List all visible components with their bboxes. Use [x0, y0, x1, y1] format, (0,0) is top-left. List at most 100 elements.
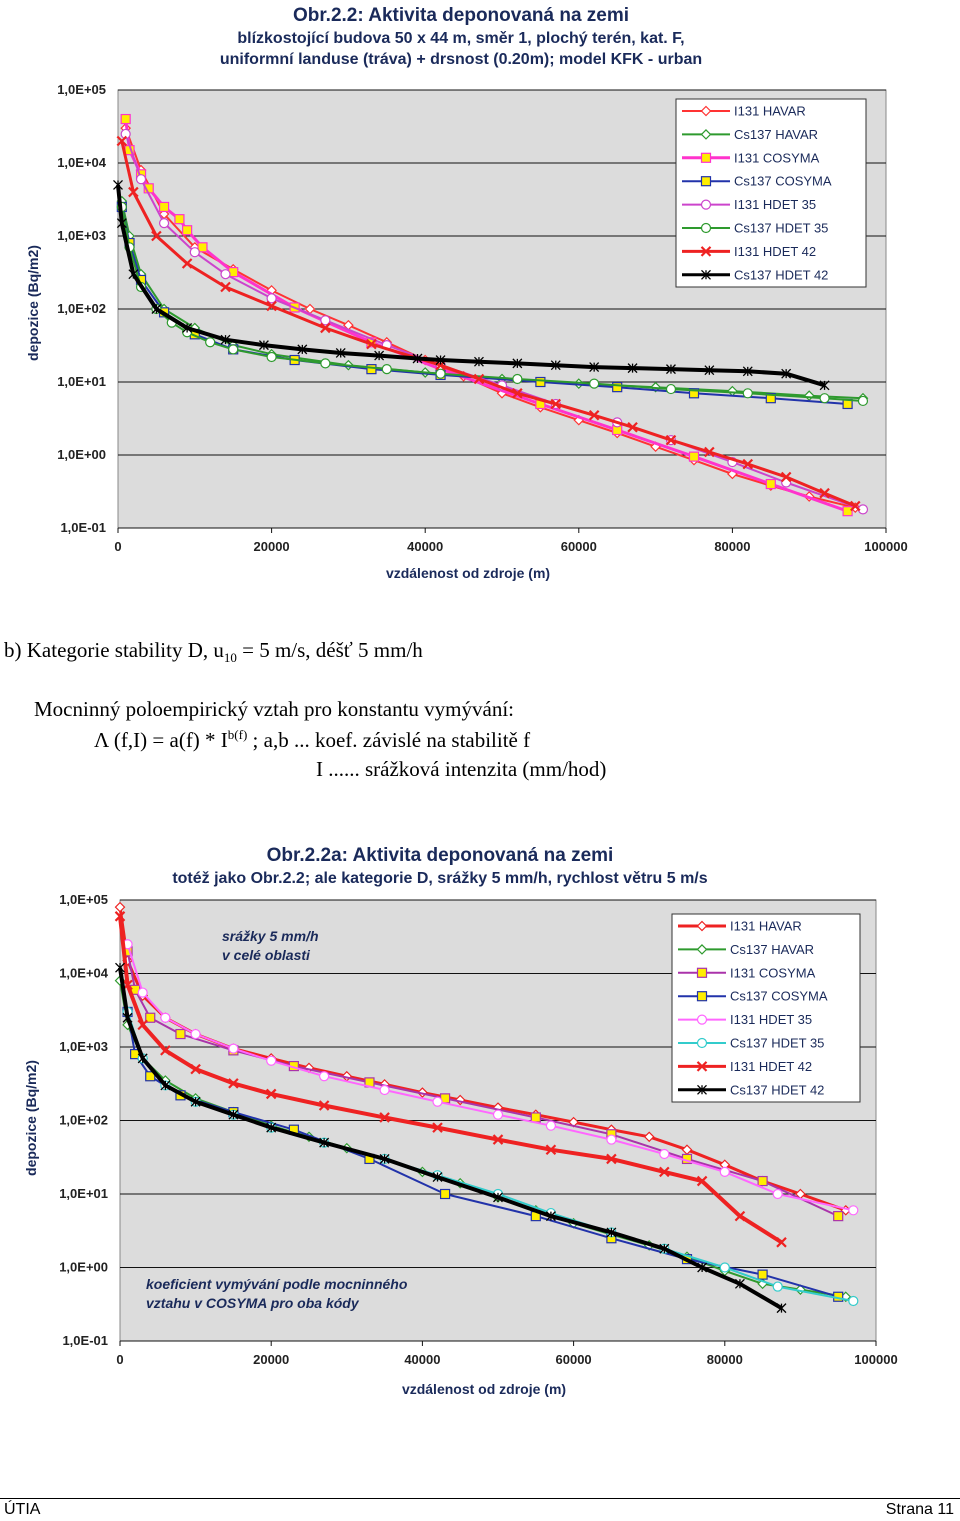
data-point — [320, 358, 331, 369]
x-axis-ticks: 0 20000 40000 60000 80000 100000 — [114, 528, 908, 554]
series-cs137-hdet-42 — [113, 180, 830, 391]
legend-item: Cs137 HDET 42 — [678, 1082, 824, 1097]
data-point — [734, 1210, 746, 1222]
legend-label: Cs137 HDET 35 — [734, 221, 828, 236]
legend-swatch-marker — [696, 1061, 708, 1072]
y-tick-label: 1,0E+05 — [57, 82, 106, 97]
data-point — [160, 1012, 171, 1023]
data-point — [474, 356, 484, 367]
data-point — [665, 434, 677, 446]
data-point — [819, 380, 830, 391]
legend-label: I131 HDET 35 — [734, 197, 816, 212]
data-point — [588, 410, 600, 421]
data-point — [842, 506, 853, 517]
y-tick-label: 1,0E+05 — [59, 892, 108, 907]
data-point — [379, 1153, 390, 1164]
data-point — [319, 1071, 330, 1082]
data-point — [696, 1175, 708, 1187]
data-point — [435, 368, 446, 379]
data-point — [734, 1278, 745, 1289]
section-heading: b) Kategorie stability D, u10 = 5 m/s, d… — [4, 638, 423, 666]
legend-swatch-marker — [696, 944, 708, 955]
legend-label: I131 COSYMA — [734, 150, 820, 165]
data-point — [220, 334, 231, 345]
formula-line: Λ (f,I) = a(f) * Ib(f) ; a,b ... koef. z… — [94, 727, 530, 753]
y-tick-label: 1,0E-01 — [60, 520, 106, 535]
series-line — [126, 944, 854, 1212]
data-point — [374, 350, 385, 361]
y-axis-ticks: 1,0E-01 1,0E+00 1,0E+01 1,0E+02 1,0E+03 1,0E+… — [57, 82, 107, 535]
legend-item: Cs137 HDET 42 — [682, 267, 828, 282]
formula-main: Λ (f,I) = a(f) * I — [94, 728, 228, 752]
data-point — [492, 1134, 504, 1145]
data-point — [432, 1172, 443, 1183]
data-point — [772, 1188, 783, 1200]
legend-swatch-marker — [700, 199, 712, 210]
x-tick-label: 40000 — [404, 1352, 440, 1367]
x-axis-label: vzdálenost od zdroje (m) — [386, 565, 550, 581]
data-point — [412, 353, 423, 364]
legend-item: Cs137 HAVAR — [682, 127, 818, 142]
x-tick-label: 40000 — [407, 539, 443, 554]
data-point — [765, 393, 776, 404]
series-line — [116, 184, 826, 388]
data-point — [742, 388, 753, 399]
data-point — [266, 300, 277, 312]
data-point — [174, 214, 185, 225]
series-i131-hdet-42 — [114, 911, 787, 1248]
data-point — [128, 269, 139, 280]
data-point — [379, 1112, 390, 1123]
x-tick-label: 100000 — [864, 539, 907, 554]
data-point — [189, 247, 200, 258]
legend-item: I131 HDET 35 — [682, 197, 816, 212]
chart-obr-2-2a: Obr.2.2a: Aktivita deponovaná na zemi to… — [23, 845, 898, 1397]
y-tick-label: 1,0E+01 — [57, 374, 106, 389]
legend-item: I131 HDET 42 — [682, 244, 816, 259]
x-tick-label: 100000 — [854, 1352, 897, 1367]
legend-swatch-marker — [700, 129, 712, 140]
data-point — [182, 322, 193, 333]
legend-label: I131 COSYMA — [730, 965, 816, 980]
data-point — [266, 351, 277, 363]
legend-swatch-marker — [697, 1084, 707, 1095]
data-point — [266, 1122, 277, 1133]
legend-label: I131 HDET 42 — [734, 244, 816, 259]
legend-swatch-marker — [696, 1037, 708, 1049]
data-point — [228, 1043, 239, 1054]
y-tick-label: 1,0E+00 — [57, 447, 106, 462]
legend-item: Cs137 HDET 35 — [678, 1036, 824, 1051]
data-point — [666, 364, 676, 375]
x-axis-label: vzdálenost od zdroje (m) — [402, 1381, 566, 1397]
data-point — [197, 242, 208, 253]
data-point — [379, 1084, 390, 1096]
legend-swatch-marker — [696, 1014, 708, 1025]
annotation-rain-line-2: v celé oblasti — [222, 947, 311, 963]
legend-item: I131 HDET 42 — [678, 1059, 812, 1074]
data-point — [833, 1211, 844, 1222]
data-point — [704, 446, 715, 458]
series-lines — [113, 113, 869, 517]
series-i131-hdet-42 — [116, 135, 861, 512]
data-point — [492, 1109, 504, 1120]
data-point — [665, 383, 677, 395]
y-tick-label: 1,0E-01 — [62, 1333, 108, 1348]
data-point — [719, 1166, 730, 1177]
series-lines — [114, 901, 859, 1314]
data-point — [122, 1012, 133, 1023]
y-tick-label: 1,0E+04 — [57, 155, 107, 170]
x-tick-label: 80000 — [714, 539, 750, 554]
data-point — [435, 355, 446, 365]
y-tick-label: 1,0E+03 — [57, 228, 106, 243]
y-tick-label: 1,0E+04 — [59, 966, 109, 981]
data-point — [137, 1019, 148, 1031]
data-point — [319, 1137, 330, 1148]
legend-label: I131 HDET 42 — [730, 1059, 812, 1074]
data-point — [190, 1063, 201, 1075]
data-point — [627, 363, 638, 374]
legend-swatch-marker — [700, 105, 712, 117]
footer-page-number: Strana 11 — [885, 1501, 954, 1518]
data-point — [158, 218, 170, 229]
y-tick-label: 1,0E+02 — [59, 1113, 108, 1128]
data-point — [688, 451, 700, 462]
data-point — [175, 1028, 186, 1040]
